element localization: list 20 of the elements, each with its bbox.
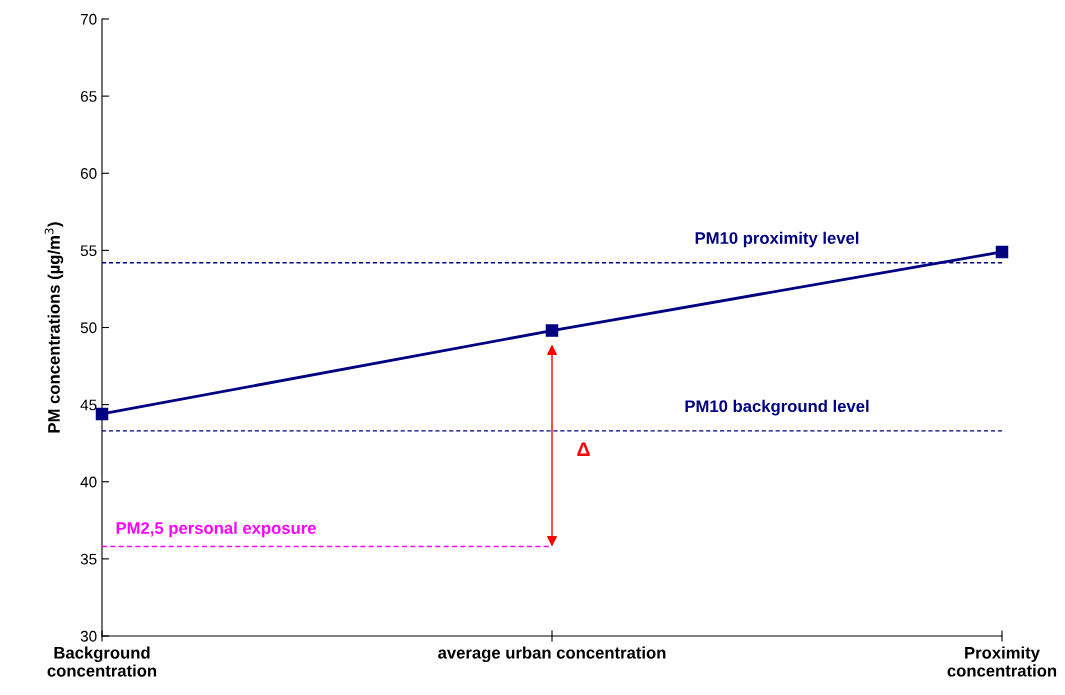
x-tick-label: average urban concentration [438,646,666,663]
y-tick-label: 65 [80,90,97,102]
point [95,407,109,421]
y-tick-label: 35 [80,553,97,565]
y-tick-label: 60 [80,168,97,179]
y-tick-label: 70 [80,13,97,25]
x-tick-label: Proximity concentration [947,646,1057,677]
ref-line-label: PM10 background level [685,399,869,416]
y-axis-title: PM concentrations (µg/m$^{3}$) [44,222,64,433]
point [545,324,559,337]
ref-line-label: PM10 proximity level [695,231,859,248]
y-tick-label: 40 [80,476,97,488]
y-tick-label: 45 [80,399,97,411]
y-tick-label: 30 [80,630,97,642]
x-tick-label: Background concentration [47,646,157,677]
annotation: Δ [577,442,590,456]
point [995,245,1009,259]
y-tick-label: 50 [80,322,97,334]
series-label: PM2,5 personal exposure [116,521,316,538]
y-tick-label: 55 [80,245,97,257]
